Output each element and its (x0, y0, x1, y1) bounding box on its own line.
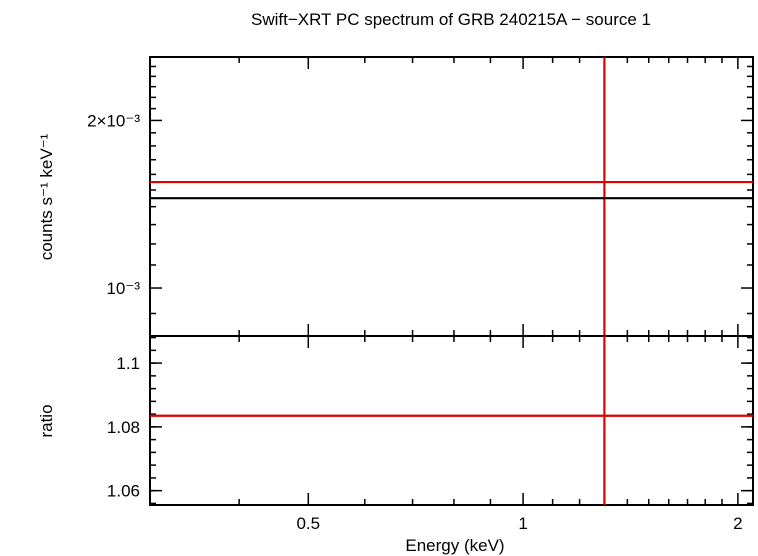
x-axis-label: Energy (keV) (405, 536, 504, 555)
y-tick-label: 1.06 (107, 482, 140, 501)
plot-frame (149, 335, 754, 506)
y-tick-label: 1.1 (116, 354, 140, 373)
spectrum-ylabel: counts s⁻¹ keV⁻¹ (37, 133, 56, 260)
spectrum-panel: 2×10⁻³ 10⁻³ (87, 56, 754, 337)
x-tick-label: 1 (518, 514, 527, 533)
chart-title: Swift−XRT PC spectrum of GRB 240215A − s… (251, 10, 651, 29)
x-tick-label: 2 (733, 514, 742, 533)
ratio-panel: 1.1 1.08 1.06 0.5 1 2 (107, 335, 754, 533)
y-tick-label: 2×10⁻³ (87, 111, 140, 130)
ratio-ylabel: ratio (37, 404, 56, 437)
x-tick-label: 0.5 (296, 514, 320, 533)
plot-frame (149, 56, 754, 337)
y-tick-label: 1.08 (107, 418, 140, 437)
y-tick-label: 10⁻³ (106, 279, 140, 298)
